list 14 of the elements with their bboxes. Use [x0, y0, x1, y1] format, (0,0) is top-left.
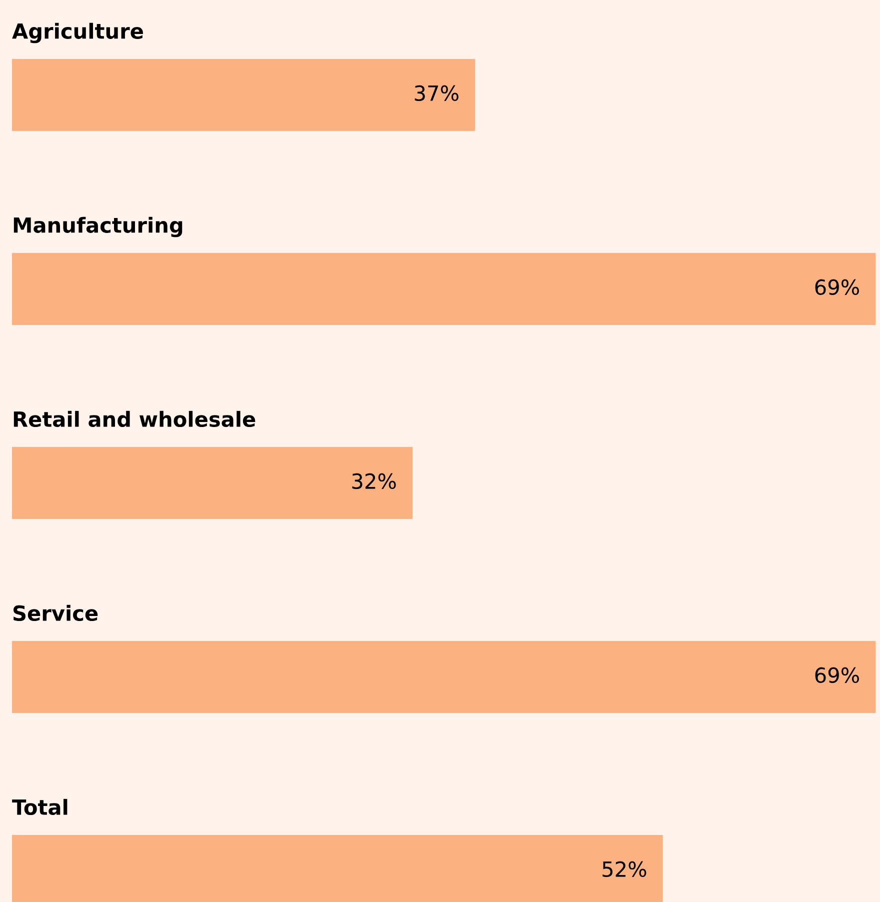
y-tick-label: Agriculture — [12, 22, 143, 44]
bar — [12, 447, 413, 519]
data-label: 69% — [815, 667, 859, 684]
y-tick-label: Manufacturing — [14, 216, 182, 238]
y-tick-label: Retail and wholesale — [14, 410, 256, 428]
bar — [12, 253, 876, 325]
y-tick-label: Service — [13, 604, 98, 622]
y-tick-label: Total — [12, 798, 68, 816]
data-label: 52% — [602, 861, 646, 878]
data-label: 32% — [352, 473, 396, 490]
data-label: 69% — [815, 279, 859, 296]
data-label: 37% — [414, 85, 458, 102]
bar — [12, 59, 476, 131]
bar — [12, 641, 876, 713]
